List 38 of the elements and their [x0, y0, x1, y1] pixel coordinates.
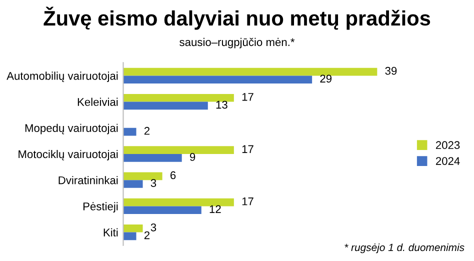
bar — [123, 232, 136, 240]
data-label: 3 — [150, 179, 156, 187]
bar — [123, 180, 143, 188]
data-label: 39 — [385, 66, 397, 75]
data-label: 13 — [216, 100, 228, 109]
bar — [123, 198, 234, 206]
data-label: 17 — [242, 93, 254, 101]
bar — [123, 102, 208, 110]
bar — [123, 206, 202, 214]
bar — [123, 224, 143, 232]
legend-label: 2023 — [436, 141, 460, 150]
y-tick-label: Kiti — [104, 228, 118, 236]
chart-subtitle: sausio–rugpjūčio mėn.* — [180, 38, 295, 48]
annotation: * rugsėjo 1 d. duomenimis — [344, 243, 464, 254]
data-label: 29 — [320, 74, 332, 83]
bar — [123, 94, 234, 102]
chart-title: Žuvę eismo dalyviai nuo metų pradžios — [44, 6, 430, 30]
y-tick-label: Automobilių vairuotojai — [6, 72, 118, 82]
data-label: 17 — [242, 198, 254, 206]
y-tick-label: Dviratininkai — [58, 176, 118, 184]
data-label: 17 — [242, 145, 254, 153]
bar — [123, 76, 312, 84]
y-tick-label: Pėstieji — [83, 202, 118, 213]
data-label: 9 — [190, 153, 196, 161]
legend-label: 2024 — [436, 157, 460, 165]
bar — [123, 128, 136, 136]
data-label: 2 — [144, 231, 150, 240]
bar — [123, 154, 182, 162]
data-label: 6 — [170, 171, 176, 180]
data-label: 2 — [144, 126, 150, 135]
bar — [123, 68, 378, 76]
data-label: 12 — [210, 205, 221, 213]
data-label: 3 — [150, 223, 156, 232]
bar — [123, 172, 162, 180]
y-tick-label: Motociklų vairuotojai — [18, 150, 118, 160]
bar — [123, 146, 234, 154]
y-tick-label: Mopedų vairuotojai — [25, 124, 118, 134]
y-tick-label: Keleiviai — [78, 98, 118, 106]
